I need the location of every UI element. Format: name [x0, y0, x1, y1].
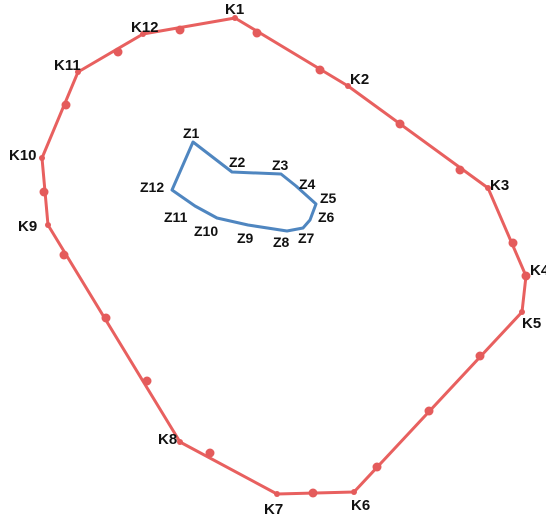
label-k8: K8	[158, 431, 177, 448]
outer-vertex-k11	[75, 69, 81, 75]
label-z10: Z10	[194, 223, 218, 239]
outer-edge-marker	[315, 65, 325, 75]
label-k7: K7	[264, 501, 283, 518]
label-z6: Z6	[318, 209, 335, 225]
outer-vertex-k1	[232, 15, 238, 21]
outer-vertex-k2	[345, 83, 351, 89]
outer-edge-marker	[424, 406, 434, 416]
label-k9: K9	[18, 218, 37, 235]
outer-edge-marker	[61, 100, 71, 110]
outer-edge-marker	[475, 351, 485, 361]
outer-edge-marker	[113, 47, 123, 57]
outer-edge-marker	[175, 25, 185, 35]
label-z11: Z11	[164, 209, 188, 225]
outer-vertex-k7	[274, 491, 280, 497]
outer-vertex-k4	[523, 273, 529, 279]
label-k3: K3	[490, 177, 509, 194]
label-k6: K6	[351, 497, 370, 514]
label-k10: K10	[9, 147, 37, 164]
label-z8: Z8	[273, 234, 290, 250]
label-k2: K2	[350, 71, 369, 88]
outer-polygon-markers	[39, 15, 531, 498]
outer-vertex-k8	[177, 439, 183, 445]
outer-vertex-k6	[351, 489, 357, 495]
label-z4: Z4	[299, 176, 316, 192]
outer-edge-marker	[252, 28, 262, 38]
label-z12: Z12	[140, 179, 164, 195]
outer-edge-marker	[455, 165, 465, 175]
label-z2: Z2	[229, 154, 246, 170]
label-k5: K5	[522, 315, 541, 332]
outer-edge-marker	[59, 250, 69, 260]
outer-edge-marker	[205, 448, 215, 458]
outer-vertex-k5	[519, 309, 525, 315]
outer-edge-marker	[39, 187, 49, 197]
label-k11: K11	[54, 57, 81, 74]
label-z5: Z5	[320, 190, 337, 206]
outer-edge-marker	[395, 119, 405, 129]
outer-edge-marker	[142, 376, 152, 386]
outer-vertex-k9	[45, 222, 51, 228]
inner-polygon	[170, 140, 318, 233]
outer-vertex-k10	[39, 155, 45, 161]
outer-edge-marker	[308, 488, 318, 498]
outer-edge-marker	[508, 238, 518, 248]
outer-edge-marker	[372, 462, 382, 472]
outer-vertex-k3	[485, 185, 491, 191]
label-k4: K4	[530, 262, 546, 279]
label-z3: Z3	[272, 157, 289, 173]
outer-vertex-k12	[140, 31, 146, 37]
label-z1: Z1	[183, 125, 200, 141]
label-k12: K12	[131, 19, 159, 36]
label-z9: Z9	[237, 230, 254, 246]
label-z7: Z7	[298, 230, 315, 246]
label-k1: K1	[225, 1, 244, 18]
outer-edge-marker	[101, 313, 111, 323]
inner-polygon-line	[170, 140, 318, 233]
